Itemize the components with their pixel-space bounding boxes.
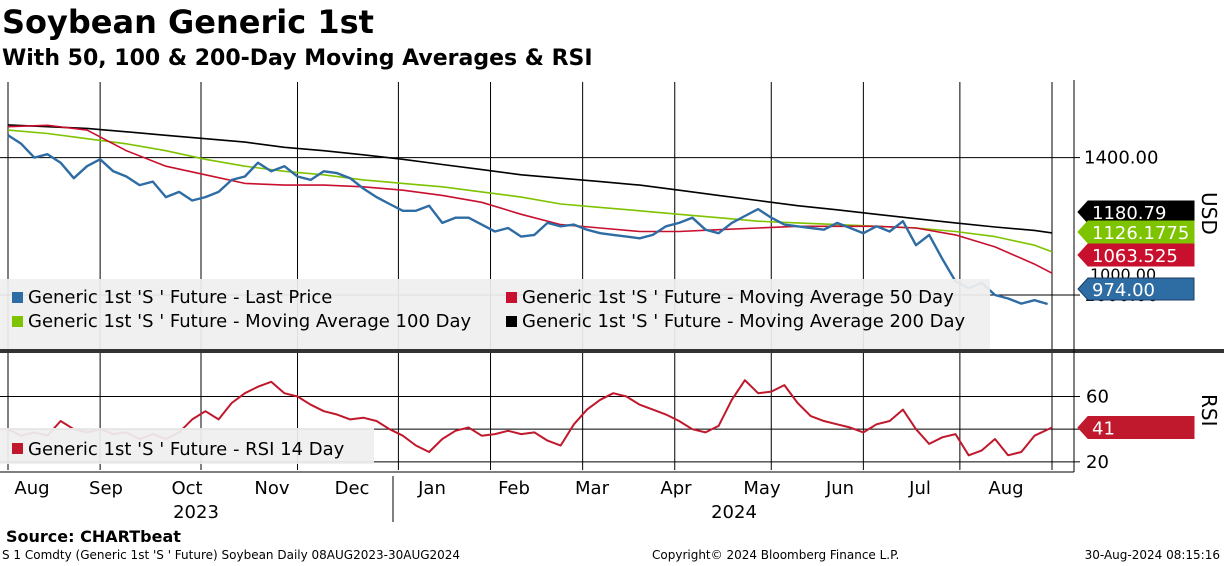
legend-swatch-price-line — [12, 292, 23, 303]
year-label-1: 2024 — [711, 502, 757, 523]
rsi-tick-label-0: 20 — [1086, 452, 1109, 473]
price-tick-label-0: 1400.00 — [1084, 148, 1158, 169]
month-label-2: Oct — [171, 478, 202, 499]
rsi-last-tag-bg — [1077, 416, 1195, 440]
month-label-7: Mar — [575, 478, 610, 499]
chart-title: Soybean Generic 1st — [2, 3, 374, 41]
ma100-line — [7, 129, 1053, 253]
month-label-0: Aug — [14, 478, 49, 499]
rsi-axis-title: RSI — [1197, 394, 1221, 427]
ma200-last-tag-bg — [1077, 200, 1195, 224]
ma200-line — [7, 124, 1053, 234]
month-label-8: Apr — [660, 478, 692, 499]
source-label: Source: CHARTbeat — [6, 527, 181, 546]
ma100-last-tag: 1126.1775 — [1092, 223, 1189, 244]
legend-swatch-ma200-line — [506, 316, 517, 327]
month-label-6: Feb — [498, 478, 530, 499]
month-label-11: Jul — [908, 478, 931, 499]
legend-label-price-line: Generic 1st 'S ' Future - Last Price — [28, 287, 332, 308]
rsi-legend-box — [0, 428, 374, 464]
rsi-last-tag: 41 — [1092, 419, 1115, 440]
month-label-4: Dec — [335, 478, 370, 499]
price-line — [7, 134, 1048, 306]
footer-timestamp: 30-Aug-2024 08:15:16 — [1084, 548, 1220, 562]
month-label-10: Jun — [825, 478, 854, 499]
ma100-last-tag-bg — [1077, 220, 1195, 244]
price-last-tag: 974.00 — [1092, 280, 1155, 301]
legend-swatch-ma100-line — [12, 316, 23, 327]
ma50-last-tag-bg — [1077, 243, 1195, 267]
chart-canvas: 1400.001000.002060USDRSI1180.791126.1775… — [0, 80, 1224, 523]
ma200-last-tag: 1180.79 — [1092, 203, 1166, 224]
month-label-9: May — [743, 478, 781, 499]
month-label-5: Jan — [417, 478, 446, 499]
ma50-last-tag: 1063.525 — [1092, 246, 1178, 267]
year-label-0: 2023 — [173, 502, 219, 523]
legend-label-ma200-line: Generic 1st 'S ' Future - Moving Average… — [522, 311, 966, 332]
footer-ticker: S 1 Comdty (Generic 1st 'S ' Future) Soy… — [2, 548, 461, 562]
rsi-tick-label-2: 60 — [1086, 387, 1109, 408]
month-label-12: Aug — [988, 478, 1023, 499]
month-label-3: Nov — [254, 478, 289, 499]
month-label-1: Sep — [89, 478, 123, 499]
legend-swatch-rsi-line — [12, 443, 23, 454]
price-last-tag-bg — [1077, 277, 1195, 301]
legend-label-ma100-line: Generic 1st 'S ' Future - Moving Average… — [28, 311, 472, 332]
legend-label-ma50-line: Generic 1st 'S ' Future - Moving Average… — [522, 287, 954, 308]
price-legend-box — [0, 279, 990, 349]
legend-label-rsi-line: Generic 1st 'S ' Future - RSI 14 Day — [28, 439, 345, 460]
footer-copyright: Copyright© 2024 Bloomberg Finance L.P. — [652, 548, 900, 562]
legend-swatch-ma50-line — [506, 292, 517, 303]
chart-subtitle: With 50, 100 & 200-Day Moving Averages &… — [2, 46, 593, 71]
price-axis-title: USD — [1197, 192, 1221, 235]
